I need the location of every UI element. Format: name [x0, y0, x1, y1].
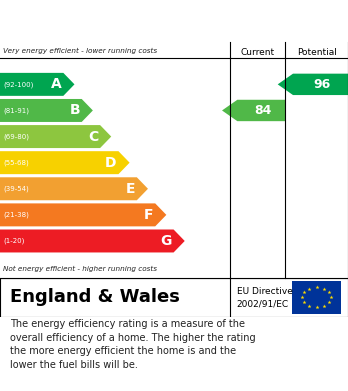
Text: Energy Efficiency Rating: Energy Efficiency Rating — [10, 13, 220, 29]
Text: Very energy efficient - lower running costs: Very energy efficient - lower running co… — [3, 48, 158, 54]
Text: (55-68): (55-68) — [3, 160, 29, 166]
Polygon shape — [0, 73, 74, 96]
Text: G: G — [160, 234, 172, 248]
Text: England & Wales: England & Wales — [10, 288, 180, 306]
Text: Potential: Potential — [297, 48, 337, 57]
Text: (21-38): (21-38) — [3, 212, 29, 218]
Polygon shape — [0, 99, 93, 122]
Text: EU Directive: EU Directive — [237, 287, 293, 296]
Text: The energy efficiency rating is a measure of the
overall efficiency of a home. T: The energy efficiency rating is a measur… — [10, 319, 256, 370]
Text: A: A — [51, 77, 62, 91]
Polygon shape — [0, 151, 129, 174]
Polygon shape — [0, 203, 166, 226]
Bar — [292, 281, 341, 314]
Text: (92-100): (92-100) — [3, 81, 34, 88]
Text: Current: Current — [240, 48, 275, 57]
Text: (1-20): (1-20) — [3, 238, 25, 244]
Text: 2002/91/EC: 2002/91/EC — [237, 300, 289, 309]
Polygon shape — [278, 74, 348, 95]
Polygon shape — [0, 177, 148, 200]
Text: D: D — [105, 156, 117, 170]
Text: (39-54): (39-54) — [3, 185, 29, 192]
Text: (81-91): (81-91) — [3, 107, 30, 114]
Polygon shape — [0, 125, 111, 148]
Text: C: C — [88, 129, 98, 143]
Text: E: E — [126, 182, 135, 196]
Text: B: B — [69, 104, 80, 117]
Text: (69-80): (69-80) — [3, 133, 30, 140]
Text: Not energy efficient - higher running costs: Not energy efficient - higher running co… — [3, 265, 158, 272]
Polygon shape — [222, 100, 285, 121]
Text: 84: 84 — [254, 104, 271, 117]
Polygon shape — [0, 230, 185, 253]
Text: 96: 96 — [313, 78, 331, 91]
Text: F: F — [144, 208, 153, 222]
